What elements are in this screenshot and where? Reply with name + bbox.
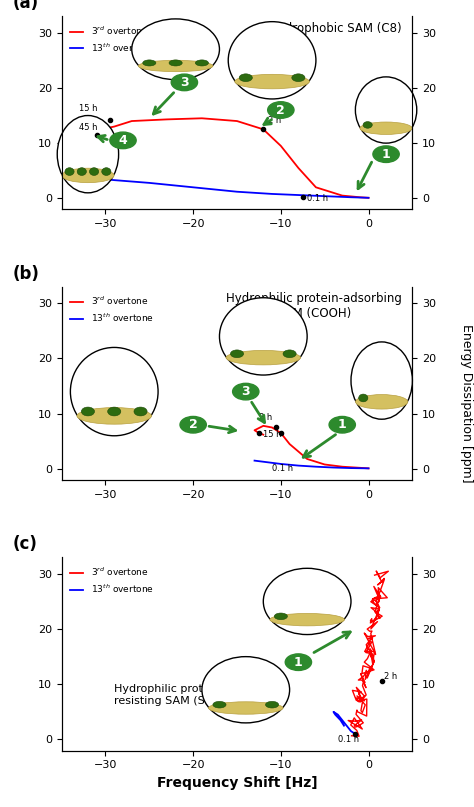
Ellipse shape bbox=[102, 168, 111, 175]
Ellipse shape bbox=[230, 350, 244, 358]
Ellipse shape bbox=[138, 61, 213, 72]
Circle shape bbox=[233, 383, 259, 400]
Text: 45 h: 45 h bbox=[79, 123, 98, 132]
Ellipse shape bbox=[351, 342, 412, 419]
Text: 0.1 h: 0.1 h bbox=[307, 194, 328, 203]
Text: 3: 3 bbox=[241, 385, 250, 398]
Ellipse shape bbox=[209, 702, 283, 714]
Text: 4: 4 bbox=[118, 134, 128, 147]
Ellipse shape bbox=[226, 350, 301, 365]
Legend: 3$^{rd}$ overtone, 13$^{th}$ overtone: 3$^{rd}$ overtone, 13$^{th}$ overtone bbox=[66, 291, 157, 328]
Ellipse shape bbox=[70, 348, 158, 436]
Ellipse shape bbox=[264, 568, 351, 634]
Ellipse shape bbox=[213, 701, 226, 708]
Ellipse shape bbox=[77, 408, 152, 424]
Ellipse shape bbox=[202, 657, 290, 723]
Ellipse shape bbox=[270, 613, 345, 626]
Text: 0.1 h: 0.1 h bbox=[272, 464, 293, 474]
Text: Energy Dissipation [ppm]: Energy Dissipation [ppm] bbox=[460, 324, 474, 483]
Ellipse shape bbox=[169, 60, 182, 66]
Text: (c): (c) bbox=[12, 535, 37, 554]
Ellipse shape bbox=[363, 122, 372, 128]
Ellipse shape bbox=[195, 60, 209, 66]
Legend: 3$^{rd}$ overtone, 13$^{th}$ overtone: 3$^{rd}$ overtone, 13$^{th}$ overtone bbox=[66, 21, 157, 57]
Ellipse shape bbox=[90, 168, 99, 175]
Circle shape bbox=[285, 654, 311, 671]
Text: 1: 1 bbox=[294, 655, 303, 669]
Ellipse shape bbox=[57, 115, 118, 193]
Text: 2: 2 bbox=[189, 418, 198, 431]
Ellipse shape bbox=[283, 350, 296, 358]
Text: 3: 3 bbox=[180, 76, 189, 89]
Ellipse shape bbox=[65, 168, 74, 175]
Ellipse shape bbox=[359, 394, 368, 402]
Ellipse shape bbox=[82, 407, 94, 416]
Text: (a): (a) bbox=[12, 0, 39, 12]
Text: 1: 1 bbox=[382, 148, 391, 161]
Text: 2 h: 2 h bbox=[384, 672, 398, 681]
Text: 0.1 h: 0.1 h bbox=[338, 735, 359, 744]
Ellipse shape bbox=[108, 407, 121, 416]
Ellipse shape bbox=[265, 701, 279, 708]
Ellipse shape bbox=[143, 60, 156, 66]
Text: 15 h: 15 h bbox=[79, 104, 98, 113]
X-axis label: Frequency Shift [Hz]: Frequency Shift [Hz] bbox=[157, 776, 317, 790]
Circle shape bbox=[329, 416, 356, 433]
Circle shape bbox=[171, 74, 198, 90]
Text: 2: 2 bbox=[276, 103, 285, 116]
Ellipse shape bbox=[77, 168, 86, 175]
Text: Hydrophobic SAM (C8): Hydrophobic SAM (C8) bbox=[269, 22, 402, 35]
Ellipse shape bbox=[132, 19, 219, 80]
Ellipse shape bbox=[292, 73, 305, 82]
Circle shape bbox=[110, 132, 136, 148]
Text: 2 h: 2 h bbox=[268, 116, 281, 125]
Text: 15 h: 15 h bbox=[263, 429, 282, 438]
Ellipse shape bbox=[235, 74, 310, 89]
Ellipse shape bbox=[360, 122, 412, 135]
Text: (b): (b) bbox=[12, 265, 39, 282]
Circle shape bbox=[373, 146, 399, 162]
Text: Hydrophilic protein-
resisting SAM (SB): Hydrophilic protein- resisting SAM (SB) bbox=[114, 684, 224, 706]
Ellipse shape bbox=[239, 73, 252, 82]
Ellipse shape bbox=[134, 407, 147, 416]
Text: 2 h: 2 h bbox=[259, 413, 272, 422]
Text: 1: 1 bbox=[338, 418, 346, 431]
Text: Hydrophilic protein-adsorbing
SAM (COOH): Hydrophilic protein-adsorbing SAM (COOH) bbox=[226, 292, 402, 320]
Ellipse shape bbox=[228, 22, 316, 99]
Ellipse shape bbox=[356, 395, 408, 409]
Circle shape bbox=[268, 102, 294, 119]
Circle shape bbox=[180, 416, 206, 433]
Ellipse shape bbox=[62, 168, 114, 182]
Ellipse shape bbox=[219, 298, 307, 375]
Ellipse shape bbox=[356, 77, 417, 143]
Ellipse shape bbox=[274, 613, 287, 620]
Legend: 3$^{rd}$ overtone, 13$^{th}$ overtone: 3$^{rd}$ overtone, 13$^{th}$ overtone bbox=[66, 562, 157, 598]
